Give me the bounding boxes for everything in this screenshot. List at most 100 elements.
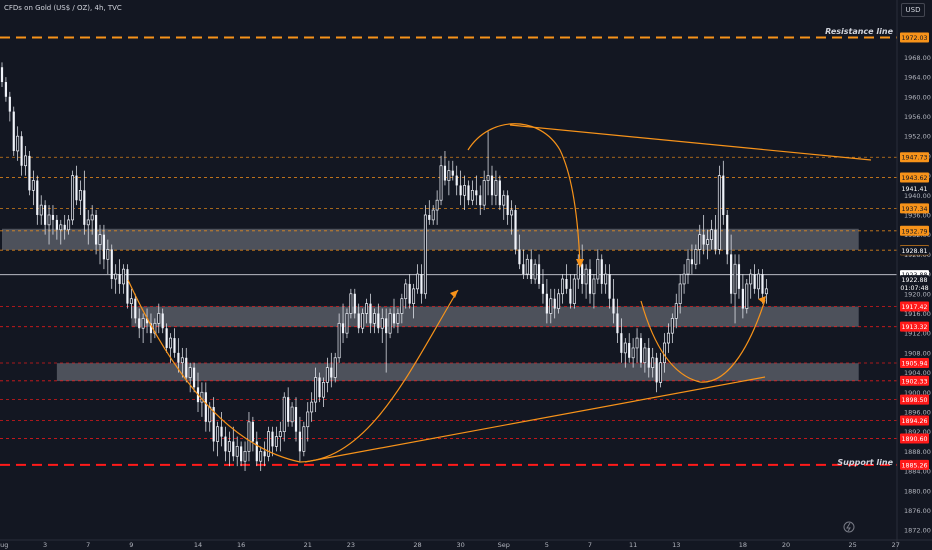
candle-body <box>36 180 39 215</box>
candle <box>31 170 35 206</box>
candle-body <box>63 224 66 230</box>
candle <box>380 308 384 344</box>
candle-body <box>404 283 408 300</box>
candle <box>608 264 611 309</box>
candle-body <box>259 451 263 462</box>
candle <box>600 254 603 294</box>
candle <box>310 392 314 422</box>
candle <box>278 421 282 452</box>
candle-body <box>173 338 176 353</box>
candle <box>494 170 498 206</box>
price-level-tag-text: 1937.34 <box>901 206 927 213</box>
lightning-icon[interactable] <box>843 521 855 533</box>
candle <box>757 269 761 299</box>
price-level-tag-bg <box>900 358 929 369</box>
candle <box>612 279 615 324</box>
candle <box>447 160 451 196</box>
candle <box>635 328 639 363</box>
candle-body <box>600 259 603 284</box>
time-axis[interactable]: Aug 3 7 9 14 16 21 23 28 30 Sep 5 7 11 13 18 20 25 27 <box>0 539 932 549</box>
candle-body <box>674 303 678 319</box>
candle-body <box>757 273 761 290</box>
candle-body <box>16 135 20 152</box>
candle <box>318 372 321 403</box>
right-bottom-curve <box>640 299 766 383</box>
candle <box>86 210 90 245</box>
candle <box>75 165 78 206</box>
candle <box>126 264 129 309</box>
price-level-tag-bg <box>900 375 929 386</box>
candle-body <box>180 357 184 364</box>
candle <box>698 224 702 265</box>
candle-body <box>118 274 121 284</box>
candle-body <box>467 185 470 201</box>
candle <box>47 205 51 245</box>
candle-body <box>0 67 4 83</box>
candle <box>16 126 20 161</box>
candle-body <box>581 264 584 284</box>
candle-body <box>608 274 611 299</box>
candle-body <box>306 411 310 428</box>
candle <box>129 288 133 319</box>
candle-body <box>385 318 388 334</box>
candle-body <box>620 333 623 353</box>
candle-body <box>141 318 145 329</box>
candle-body <box>86 219 90 226</box>
candle-body <box>400 298 404 314</box>
upper-trendline <box>509 124 872 161</box>
candle <box>749 269 753 299</box>
candle <box>514 205 517 255</box>
price-level-tag-bg <box>900 301 929 312</box>
x-tick-label: 28 <box>413 541 421 549</box>
candle-body <box>161 313 164 329</box>
candle-body <box>717 175 721 250</box>
price-marker-bg <box>900 282 929 292</box>
candle <box>631 338 635 368</box>
candle <box>502 190 506 220</box>
candle-body <box>353 293 356 314</box>
x-tick-label: 13 <box>672 541 680 549</box>
candle-body <box>443 165 447 181</box>
y-tick-label: 1904.00 <box>904 369 931 377</box>
x-tick-label: 21 <box>304 541 312 549</box>
candle-body <box>330 367 333 378</box>
y-tick-label: 1908.00 <box>904 349 931 357</box>
candle <box>463 175 467 211</box>
price-level-tag-text: 1917.42 <box>901 304 927 311</box>
y-tick-label: 1916.00 <box>904 310 931 318</box>
price-level-tag-bg <box>900 152 929 163</box>
candle <box>353 288 356 319</box>
symbol-title[interactable]: CFDs on Gold (US$ / OZ), 4h, TVC <box>4 4 122 12</box>
candle <box>298 416 302 462</box>
candle-body <box>726 214 729 255</box>
x-tick-label: 25 <box>848 541 856 549</box>
candle <box>628 333 631 363</box>
candle-body <box>204 392 207 422</box>
x-tick-label: 20 <box>782 541 790 549</box>
candle-body <box>138 318 141 329</box>
candle <box>490 165 494 206</box>
candle-body <box>604 273 608 285</box>
candle <box>639 333 643 368</box>
price-marker: 01:07:48 <box>900 282 929 292</box>
candle-body <box>28 155 31 191</box>
y-tick-label: 1900.00 <box>904 389 931 397</box>
candle-body <box>451 170 454 176</box>
candle <box>435 190 439 225</box>
candle-body <box>455 175 458 186</box>
candle-body <box>643 347 647 364</box>
price-level-tag-text: 1913.32 <box>901 324 927 331</box>
candle-body <box>129 298 133 304</box>
price-level-tag: 1937.34 <box>900 203 929 214</box>
candle-body <box>647 347 650 368</box>
candle-body <box>588 269 592 294</box>
candle-body <box>584 268 588 285</box>
x-tick-label: 3 <box>43 541 47 549</box>
currency-button[interactable]: USD <box>901 3 925 17</box>
candle-body <box>282 396 286 433</box>
candle <box>702 214 705 255</box>
lower-trendline <box>304 376 766 463</box>
candle-body <box>733 263 737 295</box>
candle <box>90 205 94 235</box>
